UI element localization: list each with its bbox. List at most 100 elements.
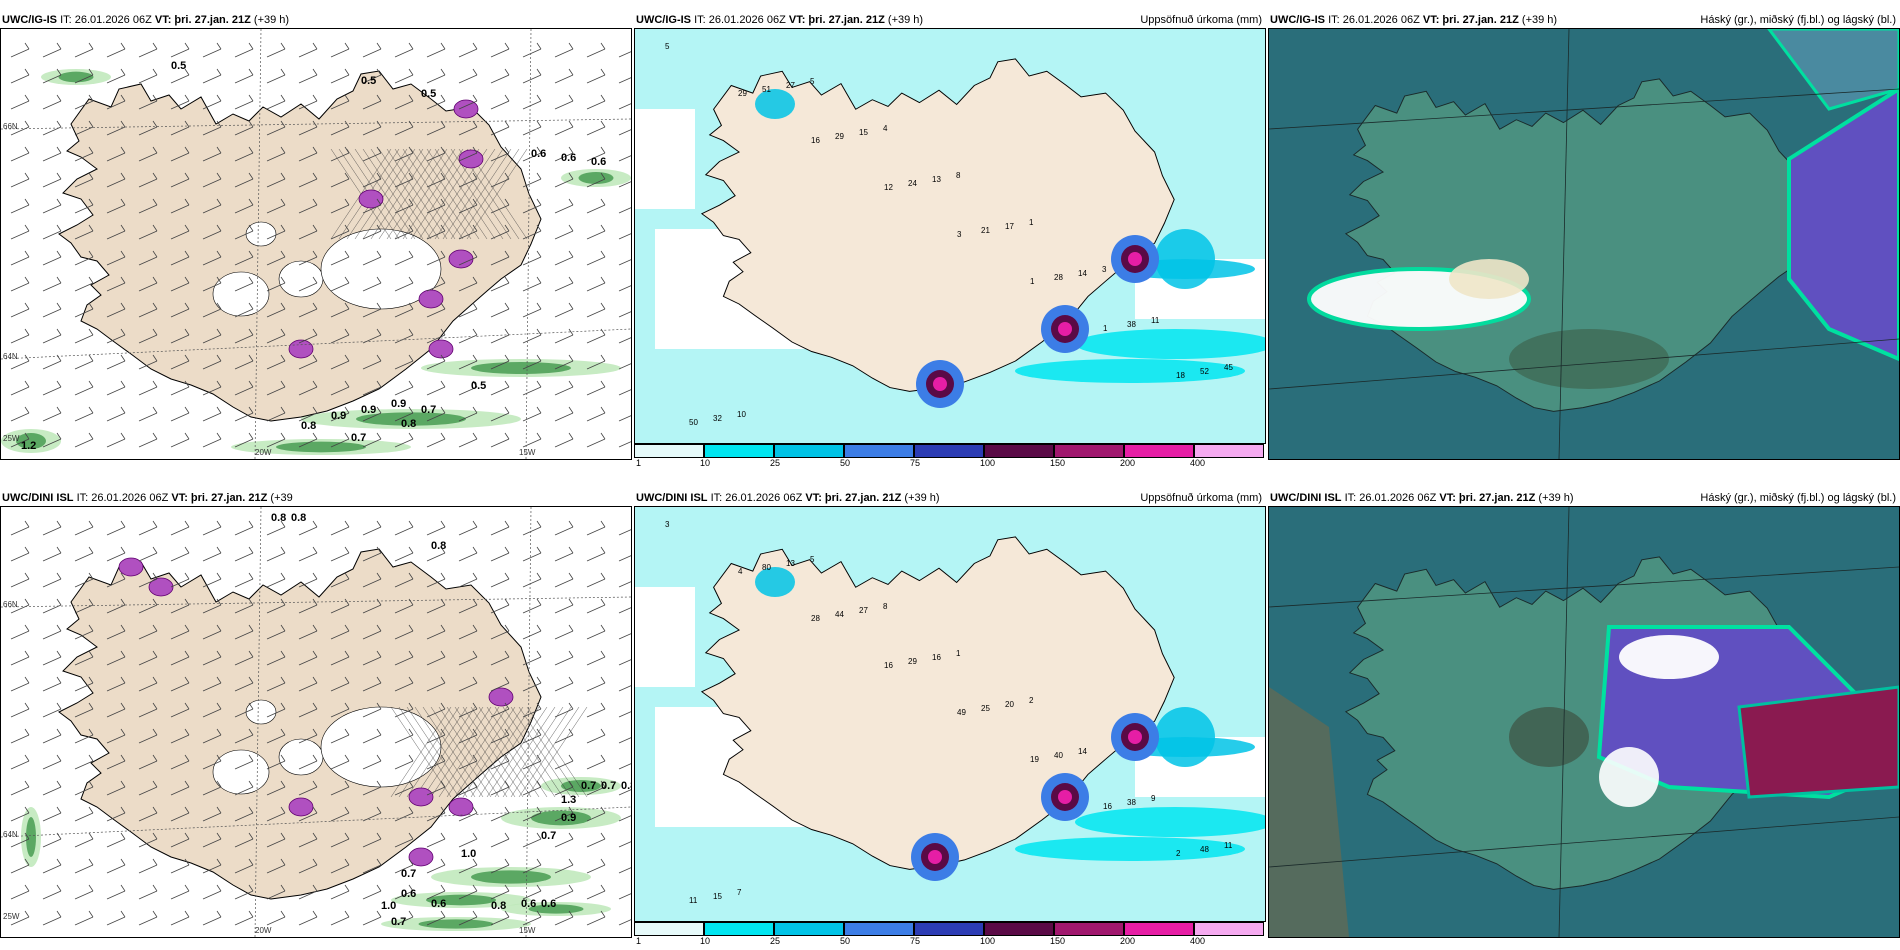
precip-value-label: 16	[1103, 802, 1112, 811]
precip-value-label: 0.8	[401, 418, 416, 430]
colorbar-segment	[1124, 922, 1194, 936]
colorbar-segment	[844, 444, 914, 458]
precip-value-label: 38	[1127, 798, 1136, 807]
precip-value-label: 16	[932, 653, 941, 662]
precip-value-label: 32	[713, 414, 722, 423]
precip-value-label: 8	[956, 171, 961, 180]
colorbar-segment	[774, 922, 844, 936]
precip-cell	[453, 99, 479, 119]
precip-cell	[118, 557, 144, 577]
precip-value-label: 27	[859, 606, 868, 615]
colorbar-label: 1	[636, 936, 642, 946]
precip-value-label: 1	[1030, 277, 1035, 286]
precip-value-label: 11	[1224, 841, 1233, 850]
lat-label: 25W	[3, 434, 20, 443]
panel-field-title: Háský (gr.), miðský (fj.bl.) og lágský (…	[1700, 492, 1896, 504]
colorbar-segment	[634, 922, 704, 936]
colorbar-segment	[634, 444, 704, 458]
colorbar-label: 10	[700, 458, 711, 468]
panel-header: UWC/IG-IS IT: 26.01.2026 06Z VT: þri. 27…	[1270, 14, 1896, 26]
precip-value-label: 14	[1078, 747, 1087, 756]
panel-wind-igis: UWC/IG-IS IT: 26.01.2026 06Z VT: þri. 27…	[0, 12, 632, 472]
colorbar-segment	[1054, 922, 1124, 936]
precip-value-label: 0.5	[471, 380, 486, 392]
colorbar-label: 150	[1050, 936, 1066, 946]
precip-value-label: 29	[738, 89, 747, 98]
precip-value-label: 1.2	[21, 440, 36, 452]
wind-barbs	[10, 42, 631, 448]
wind-map: 20W 15W 66N 64N 25W 0.5 0.5 0.5 0.6 0.6 0.6 0.5 0.7 0…	[0, 28, 632, 460]
precip-value-label: 5	[665, 42, 670, 51]
precip-value-label: 0.6	[591, 156, 606, 168]
colorbar-segment	[984, 444, 1054, 458]
colorbar-label: 1	[636, 458, 642, 468]
precip-value-label: 0.9	[331, 410, 346, 422]
colorbar-segment	[704, 922, 774, 936]
no-precip-area	[635, 587, 695, 687]
precip-value-label: 14	[1078, 269, 1087, 278]
colorbar-segment	[914, 922, 984, 936]
panel-header: UWC/DINI ISL IT: 26.01.2026 06Z VT: þri.…	[636, 492, 1262, 504]
colorbar-label: 100	[980, 458, 996, 468]
precip-value-label: 3	[665, 520, 670, 529]
precip-value-label: 0.7	[351, 432, 366, 444]
precip-value-label: 0.6	[521, 898, 536, 910]
precip-cell	[418, 289, 444, 309]
precip-cell	[488, 687, 514, 707]
precip-value-label: 24	[908, 179, 917, 188]
precip-value-label: 1.3	[561, 794, 576, 806]
precip-value-label: 0.7	[401, 868, 416, 880]
precip-value-label: 45	[1224, 363, 1233, 372]
colorbar-label: 150	[1050, 458, 1066, 468]
lon-label: 20W	[255, 448, 272, 457]
precip-value-label: 11	[1151, 316, 1160, 325]
precip-value-label: 80	[762, 563, 771, 572]
precip-value-label: 0.5	[421, 88, 436, 100]
colorbar-label: 200	[1120, 458, 1136, 468]
precip-value-label: 28	[1054, 273, 1063, 282]
precip-value-label: 29	[908, 657, 917, 666]
precip-value-label: 13	[932, 175, 941, 184]
precip-value-label: 1.0	[461, 848, 476, 860]
precip-value-label: 15	[859, 128, 868, 137]
precip-value-label: 52	[1200, 367, 1209, 376]
precip-value-label: 44	[835, 610, 844, 619]
colorbar-segment	[914, 444, 984, 458]
precip-value-label: 18	[1176, 371, 1185, 380]
panel-precip-dini: UWC/DINI ISL IT: 26.01.2026 06Z VT: þri.…	[634, 490, 1266, 950]
precip-value-label: 0.9	[361, 404, 376, 416]
colorbar-segment	[1194, 444, 1264, 458]
precip-cell	[428, 339, 454, 359]
precip-cell	[408, 847, 434, 867]
colorbar-label: 25	[770, 458, 781, 468]
precip-value-label: 38	[1127, 320, 1136, 329]
cloud-shading	[1307, 29, 1899, 389]
panel-header: UWC/DINI ISL IT: 26.01.2026 06Z VT: þri.…	[1270, 492, 1896, 504]
precip-value-label: 25	[981, 704, 990, 713]
precip-value-label: 16	[811, 136, 820, 145]
precip-value-label: 3	[957, 230, 962, 239]
iceland-landmass	[58, 70, 542, 422]
lon-label: 20W	[255, 926, 272, 935]
precip-value-label: 5	[810, 555, 815, 564]
panel-field-title: Uppsöfnuð úrkoma (mm)	[1140, 492, 1262, 504]
precip-cell	[458, 149, 484, 169]
colorbar-segment	[1124, 444, 1194, 458]
panel-header: UWC/IG-IS IT: 26.01.2026 06Z VT: þri. 27…	[636, 14, 1262, 26]
precip-value-label: 0.8	[491, 900, 506, 912]
precip-value-label: 0.7	[581, 780, 596, 792]
precip-value-label: 4	[883, 124, 888, 133]
colorbar-label: 400	[1190, 936, 1206, 946]
colorbar-label: 10	[700, 936, 711, 946]
precip-map: 3 4 28 16 49 19 16 2 11 80 44 29 25 40 38 48 15 13 27 16 20 1…	[634, 506, 1266, 922]
panel-header: UWC/DINI ISL IT: 26.01.2026 06Z VT: þri.…	[2, 492, 293, 504]
hatched-area	[330, 148, 528, 240]
precip-value-label: 4	[738, 567, 743, 576]
precip-value-label: 0.9	[391, 398, 406, 410]
precip-value-label: 0.7	[601, 780, 616, 792]
precip-colorbar: 1 10 25 50 75 100 150 200 400	[634, 922, 1266, 948]
precip-value-label: 0.8	[621, 780, 631, 792]
precip-value-label: 0.8	[291, 512, 306, 524]
precip-value-label: 8	[883, 602, 888, 611]
precip-value-label: 0.6	[401, 888, 416, 900]
